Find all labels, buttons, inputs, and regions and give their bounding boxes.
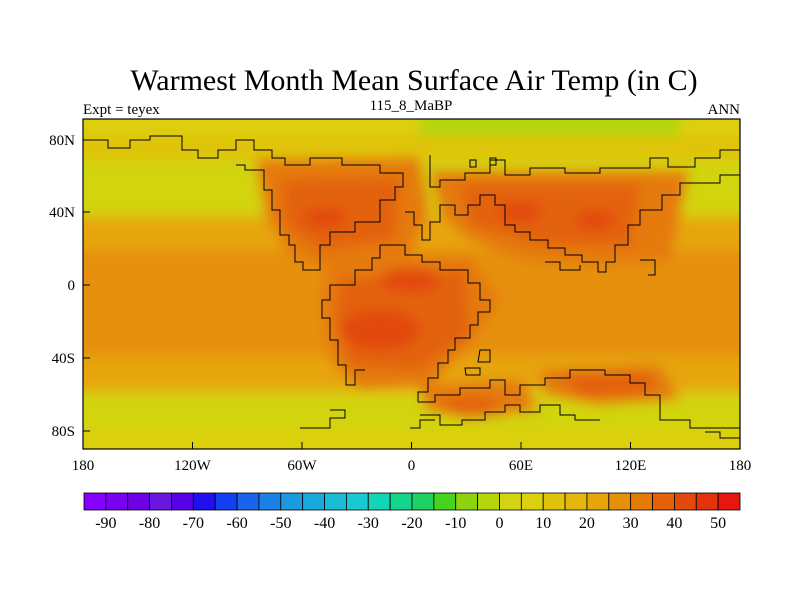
colorbar-swatch [695,492,719,511]
colorbar-swatch [236,492,260,511]
colorbar-swatch [192,492,216,511]
colorbar-swatch [127,492,150,511]
plot-title: Warmest Month Mean Surface Air Temp (in … [130,64,697,97]
colorbar [83,492,741,511]
colorbar-swatch [83,492,107,511]
colorbar-labels: -90 -80 -70 -60 -50 -40 -30 -20 -10 0 10 20 30 40 50 [95,515,726,532]
north-island-outline [469,157,497,168]
axis-ticks [82,139,741,449]
colorbar-swatch [280,492,304,511]
colorbar-swatch [586,492,610,511]
colorbar-label: -40 [314,515,335,532]
colorbar-swatch [608,492,632,511]
lon-tick-label: 0 [408,458,416,474]
colorbar-swatch [149,492,172,511]
colorbar-swatch [717,492,741,511]
colorbar-swatch [477,492,500,511]
lat-tick-label: 80N [49,133,75,149]
colorbar-swatch [345,492,369,511]
experiment-label: Expt = teyex [83,102,160,118]
colorbar-swatch [302,492,325,511]
lon-tick-label: 120W [174,458,212,474]
lon-tick-labels: 180 120W 60W 0 60E 120E 180 [72,458,752,474]
colorbar-swatch [258,492,282,511]
colorbar-swatch [171,492,194,511]
colorbar-label: -50 [270,515,291,532]
colorbar-label: -60 [226,515,247,532]
southwest-outline [464,349,491,376]
lon-tick-label: 180 [729,458,752,474]
colorbar-label: 10 [535,515,551,532]
southern-continent-outline [418,369,740,429]
colorbar-swatch [564,492,588,511]
lat-tick-label: 80S [52,424,75,440]
lat-tick-label: 40N [49,205,75,221]
colorbar-swatch [389,492,413,511]
east-inlet-outline [545,259,656,276]
colorbar-swatch [324,492,347,511]
colorbar-swatch [499,492,522,511]
antarctic-edge-outline [300,409,740,439]
colorbar-swatch [411,492,435,511]
lat-tick-label: 40S [52,351,75,367]
eurasia-outline [405,149,740,273]
colorbar-label: -10 [445,515,466,532]
colorbar-label: -20 [401,515,422,532]
lon-tick-label: 60E [509,458,533,474]
colorbar-label: -80 [139,515,160,532]
colorbar-swatch [105,492,129,511]
lon-tick-label: 60W [287,458,317,474]
north-america-outline [83,135,404,271]
colorbar-swatch [674,492,697,511]
africa-south-america-outline [321,244,491,402]
colorbar-label: 20 [579,515,595,532]
season-label: ANN [708,102,741,118]
colorbar-swatch [630,492,653,511]
colorbar-label: 40 [666,515,682,532]
lat-tick-label: 0 [68,278,76,294]
lat-tick-labels: 80N 40N 0 40S 80S [49,133,75,440]
colorbar-swatch [520,492,544,511]
lon-tick-label: 120E [615,458,647,474]
coastlines [83,135,740,439]
lon-tick-label: 180 [72,458,95,474]
colorbar-swatch [433,492,457,511]
colorbar-swatch [542,492,566,511]
colorbar-label: 30 [623,515,639,532]
temperature-field [83,119,740,449]
colorbar-label: -30 [358,515,379,532]
colorbar-swatch [455,492,479,511]
colorbar-label: -90 [95,515,116,532]
colorbar-label: -70 [183,515,204,532]
colorbar-swatch [214,492,238,511]
colorbar-label: 0 [495,515,503,532]
colorbar-label: 50 [710,515,726,532]
colorbar-swatch [367,492,391,511]
colorbar-swatch [652,492,675,511]
age-label: 115_8_MaBP [370,98,453,114]
